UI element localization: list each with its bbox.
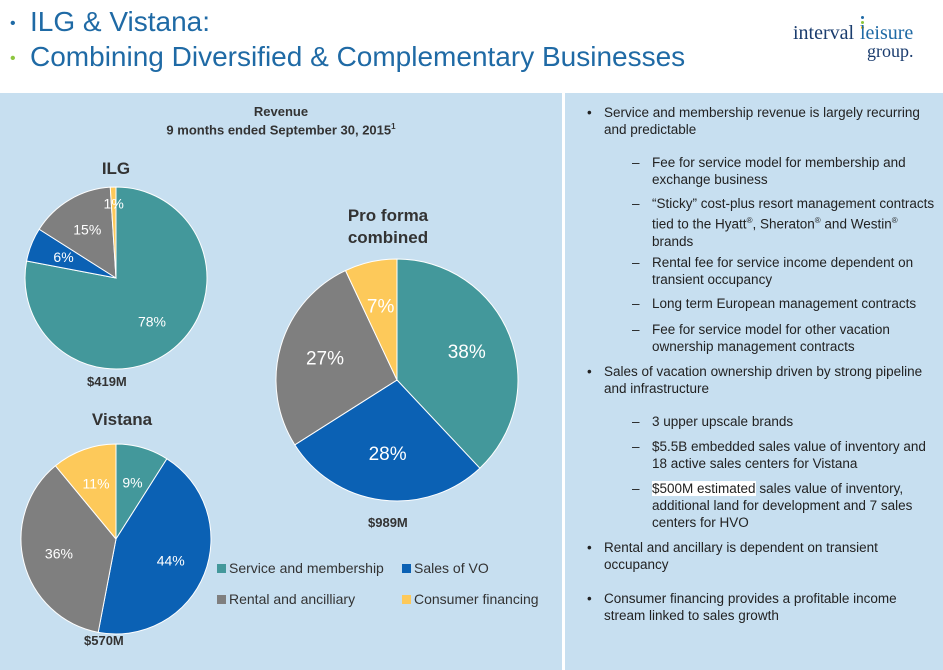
logo-word-leisure: leisure [860, 22, 914, 44]
bullet-sales-vo: • Sales of vacation ownership driven by s… [587, 364, 923, 396]
sub-bullet-hvo-inventory: – $500M estimated sales value of inventor… [632, 481, 913, 530]
bullet-rental-ancillary: • Rental and ancillary is dependent on tr… [587, 540, 878, 572]
title-bullet-blue: • [10, 14, 16, 32]
pie-vistana-label-consumer-financing: 11% [83, 476, 110, 492]
pie-combined-label-consumer-financing: 7% [367, 296, 395, 317]
pie-total-ilg: $419M [87, 374, 127, 389]
legend-swatch-consumer-financing [402, 594, 411, 604]
pie-ilg-label-rental-ancillary: 15% [73, 221, 101, 237]
legend-swatch-service-membership [217, 563, 226, 573]
pie-ilg-slice-rental-ancillary [38, 186, 117, 279]
legend-item-service-membership: Service and membership [217, 560, 384, 576]
pie-combined-label-service-membership: 38% [448, 342, 486, 363]
pie-ilg-label-service-membership: 78% [138, 313, 166, 329]
chart-title-line-1: Revenue [253, 104, 309, 119]
pie-title-vistana: Vistana [91, 410, 153, 429]
title-text-1: ILG & Vistana: [30, 6, 211, 37]
pie-vistana-label-rental-ancillary: 36% [45, 546, 73, 562]
pie-ilg-slice-service-membership [24, 186, 208, 370]
legend-item-sales-vo: Sales of VO [402, 560, 489, 576]
pie-total-combined: $989M [368, 515, 408, 530]
pie-vistana-label-service-membership: 9% [122, 474, 142, 490]
pie-vistana-slice-consumer-financing [54, 443, 117, 541]
sub-bullet-vacation-ownership-contracts: – Fee for service model for other vacatio… [632, 322, 890, 354]
sub-bullet-sticky-contracts: – “Sticky” cost-plus resort management co… [632, 196, 935, 249]
legend-swatch-rental-ancillary [217, 594, 226, 604]
bullets-panel [565, 93, 943, 670]
sub-bullet-upscale-brands: –3 upper upscale brands [632, 414, 794, 429]
pie-vistana: 9% 44% 36% 11% [20, 443, 212, 635]
slide-header: • ILG & Vistana: • Combining Diversified &… [0, 0, 943, 93]
title-line-2: • Combining Diversified & Complementary B… [10, 41, 685, 73]
pie-ilg-label-consumer-financing: 1% [104, 195, 124, 211]
pie-combined-label-sales-vo: 28% [369, 444, 407, 465]
logo-word-interval: interval [793, 22, 855, 44]
interval-leisure-group-logo: interval leisure group. [793, 16, 923, 64]
pie-title-combined-line-2: combined [347, 228, 429, 247]
logo-dots [861, 16, 864, 30]
bullet-service-membership: • Service and membership revenue is large… [587, 105, 920, 137]
sub-bullet-embedded-sales-value: – $5.5B embedded sales value of inventory… [632, 439, 926, 471]
sub-bullet-rental-fee: – Rental fee for service income dependent… [632, 255, 914, 287]
pie-charts: 78% 6%15%1% 9% 44% 36% 11% 38% 28% 27% 7% [20, 186, 519, 635]
pie-title-ilg: ILG [101, 159, 131, 178]
pie-ilg: 78% 6%15%1% [24, 186, 208, 370]
pie-vistana-label-sales-vo: 44% [157, 553, 185, 569]
pie-ilg-slice-consumer-financing [109, 186, 117, 279]
bullet-consumer-financing: • Consumer financing provides a profitabl… [587, 591, 897, 623]
pie-combined-label-rental-ancillary: 27% [306, 349, 344, 370]
logo-word-group: group. [867, 41, 914, 61]
chart-title-footnote: 1 [391, 122, 396, 131]
pie-combined-slice-service-membership [396, 258, 519, 469]
legend-swatch-sales-vo [402, 563, 411, 573]
title-line-1: • ILG & Vistana: [10, 6, 210, 38]
legend-item-consumer-financing: Consumer financing [402, 591, 539, 607]
pie-combined-slice-sales-vo [294, 379, 481, 502]
pie-vistana-slice-sales-vo [97, 458, 212, 635]
pie-combined-slice-consumer-financing [344, 258, 398, 381]
legend-item-rental-ancillary: Rental and ancilliary [217, 591, 355, 607]
pie-vistana-slice-rental-ancillary [20, 465, 117, 633]
pie-title-combined-line-1: Pro forma [347, 206, 429, 225]
pie-combined-slice-rental-ancillary [275, 269, 398, 446]
chart-title-line-2: 9 months ended September 30, 20151 [166, 122, 396, 138]
pie-total-vistana: $570M [84, 633, 124, 648]
pie-ilg-label-sales-vo: 6% [53, 249, 73, 265]
bullet-list: • Service and membership revenue is large… [565, 93, 943, 670]
title-text-2: Combining Diversified & Complementary Bu… [30, 41, 686, 72]
sub-bullet-fee-for-service: – Fee for service model for membership an… [632, 155, 906, 187]
title-bullet-green: • [10, 49, 16, 67]
pie-combined: 38% 28% 27% 7% [275, 258, 519, 502]
sub-bullet-european-contracts: – Long term European management contracts [632, 296, 917, 311]
